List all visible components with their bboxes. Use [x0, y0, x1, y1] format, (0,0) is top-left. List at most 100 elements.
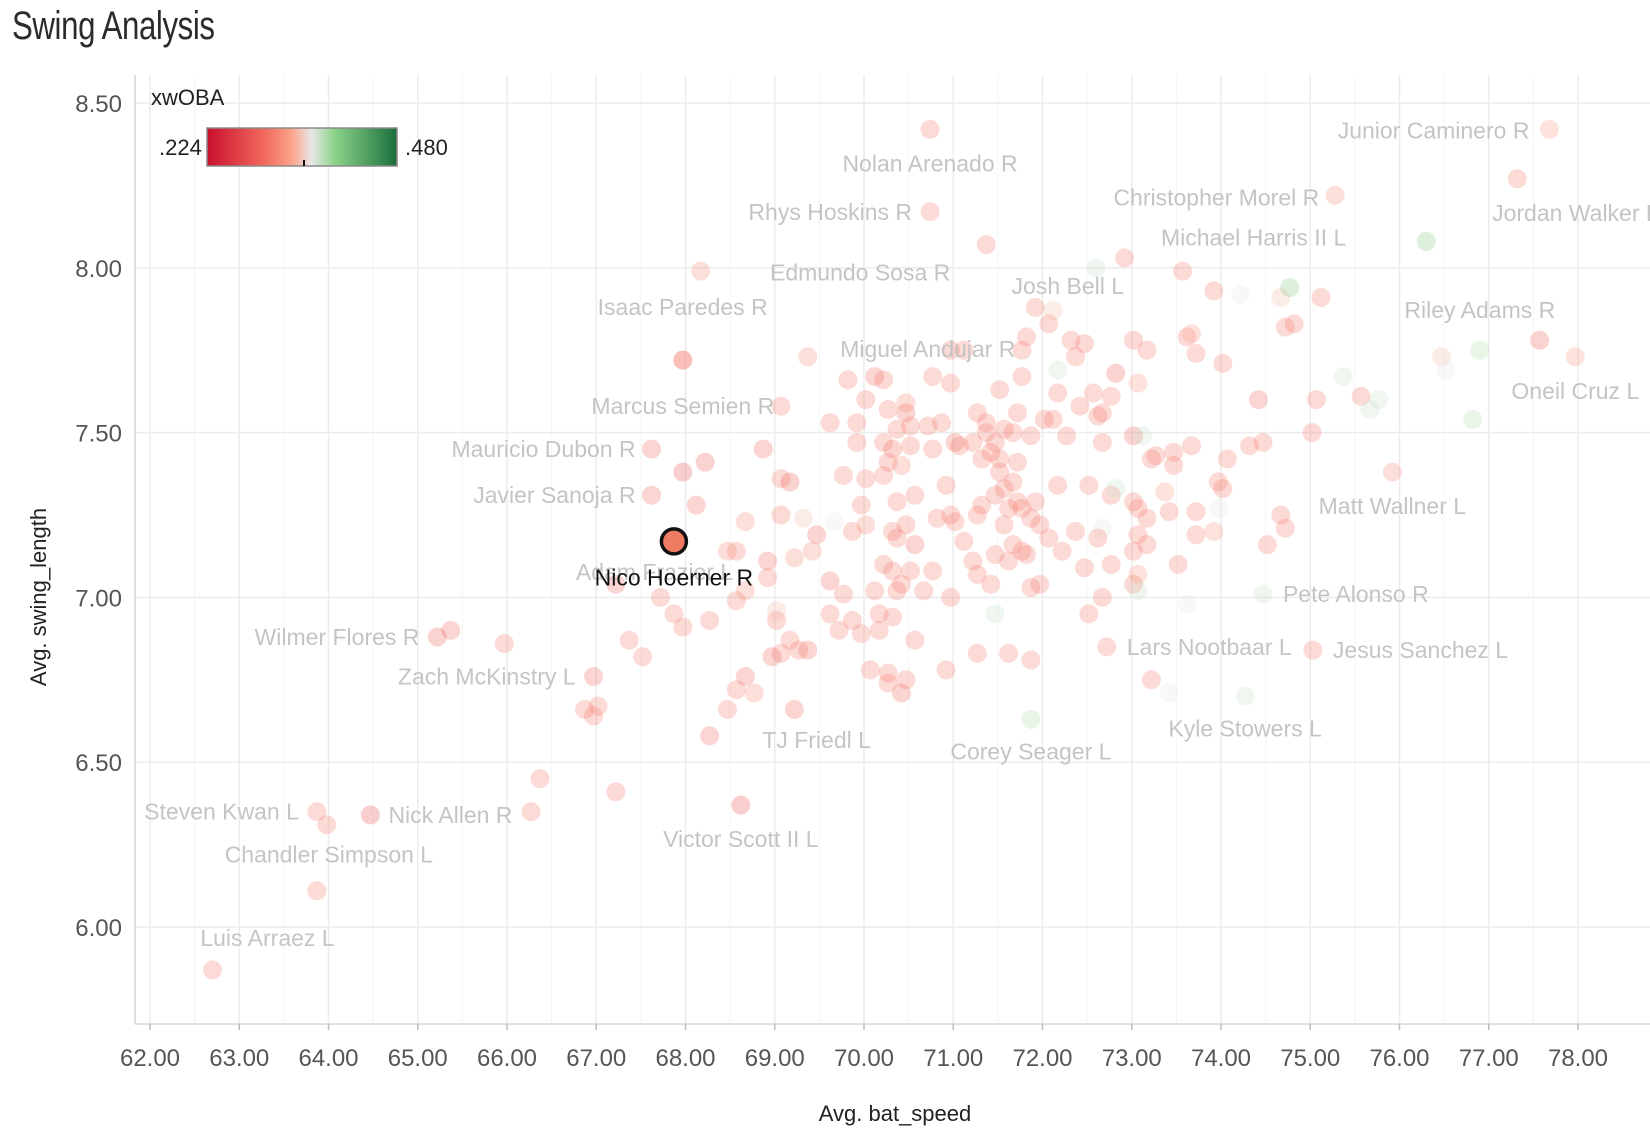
- data-point: [584, 706, 604, 726]
- data-point: [887, 492, 907, 512]
- data-point: [896, 403, 916, 423]
- point-label: Chandler Simpson L: [225, 842, 434, 868]
- data-point-labeled: [427, 627, 447, 647]
- x-tick-label: 78.00: [1548, 1045, 1608, 1072]
- point-label: Christopher Morel R: [1113, 184, 1319, 210]
- data-point: [900, 416, 920, 436]
- data-point: [856, 515, 876, 535]
- legend-gradient-bar: [206, 127, 398, 167]
- highlight-point: [659, 527, 689, 556]
- data-point: [874, 465, 894, 485]
- data-point: [1066, 347, 1086, 367]
- data-point: [1213, 479, 1233, 499]
- data-point: [1351, 386, 1371, 406]
- data-point: [1248, 390, 1268, 410]
- x-tick-label: 70.00: [834, 1045, 894, 1072]
- data-point: [1025, 297, 1045, 317]
- data-point: [530, 769, 550, 789]
- data-point-labeled: [1235, 686, 1255, 706]
- data-point: [1141, 449, 1161, 469]
- data-point: [700, 610, 720, 630]
- data-point: [963, 432, 983, 452]
- data-point: [896, 393, 916, 413]
- data-point: [887, 528, 907, 548]
- chart-title: Swing Analysis: [12, 4, 215, 48]
- point-label: TJ Friedl L: [762, 727, 871, 753]
- data-point: [771, 505, 791, 525]
- data-point-labeled: [1565, 347, 1585, 367]
- data-point: [967, 564, 987, 584]
- data-point: [1074, 334, 1094, 354]
- point-label: Victor Scott II L: [663, 826, 819, 852]
- data-points: [202, 119, 1585, 980]
- data-point: [941, 340, 961, 360]
- data-point: [1124, 492, 1144, 512]
- data-point: [1141, 670, 1161, 690]
- data-point: [753, 439, 773, 459]
- data-point: [923, 367, 943, 387]
- data-point: [1070, 396, 1090, 416]
- data-point: [1275, 518, 1295, 538]
- data-point: [896, 515, 916, 535]
- data-point: [1159, 683, 1179, 703]
- legend-title: xwOBA: [151, 85, 225, 110]
- data-point: [967, 403, 987, 423]
- data-point: [735, 581, 755, 601]
- data-point: [1008, 452, 1028, 472]
- data-point: [891, 683, 911, 703]
- data-point: [985, 485, 1005, 505]
- data-point: [976, 413, 996, 433]
- data-point: [905, 630, 925, 650]
- data-point: [1079, 475, 1099, 495]
- data-point: [1360, 400, 1380, 420]
- data-point-labeled: [731, 795, 751, 815]
- data-point-labeled: [642, 485, 662, 505]
- data-point: [1016, 545, 1036, 565]
- point-label: Junior Caminero R: [1338, 117, 1530, 143]
- data-point: [967, 505, 987, 525]
- data-point: [1106, 479, 1126, 499]
- point-label: Steven Kwan L: [144, 799, 299, 825]
- data-point: [985, 545, 1005, 565]
- data-point: [945, 512, 965, 532]
- data-point: [820, 413, 840, 433]
- data-point: [1052, 541, 1072, 561]
- data-point: [789, 640, 809, 660]
- data-point: [771, 469, 791, 489]
- data-point: [941, 587, 961, 607]
- data-point: [1092, 518, 1112, 538]
- data-point: [1137, 535, 1157, 555]
- data-point: [1217, 449, 1237, 469]
- data-point: [1173, 261, 1193, 281]
- data-point: [1146, 446, 1166, 466]
- point-label: Adam Frazier L: [576, 559, 733, 585]
- point-label: Rhys Hoskins R: [748, 199, 912, 225]
- data-point: [606, 782, 626, 802]
- data-point: [1137, 340, 1157, 360]
- data-point: [1257, 535, 1277, 555]
- data-point: [1182, 436, 1202, 456]
- point-labels: Nolan Arenado R Rhys Hoskins R Junior Cami…: [144, 117, 1650, 950]
- data-point: [833, 465, 853, 485]
- data-point: [1124, 426, 1144, 446]
- data-point: [1128, 581, 1148, 601]
- data-point-labeled: [606, 574, 626, 594]
- data-point: [807, 525, 827, 545]
- data-point: [673, 462, 693, 482]
- x-axis-title: Avg. bat_speed: [819, 1101, 972, 1126]
- data-point: [941, 505, 961, 525]
- data-point: [945, 432, 965, 452]
- data-point: [999, 643, 1019, 663]
- data-point: [1128, 525, 1148, 545]
- data-point: [1168, 554, 1188, 574]
- data-point: [1021, 650, 1041, 670]
- data-point: [874, 554, 894, 574]
- x-tick-label: 72.00: [1012, 1045, 1072, 1072]
- data-point: [887, 581, 907, 601]
- y-tick-label: 7.50: [75, 421, 122, 448]
- data-point: [1182, 324, 1202, 344]
- data-point: [994, 419, 1014, 439]
- data-point: [1021, 508, 1041, 528]
- data-point-labeled: [976, 235, 996, 255]
- y-tick-label: 8.00: [75, 256, 122, 283]
